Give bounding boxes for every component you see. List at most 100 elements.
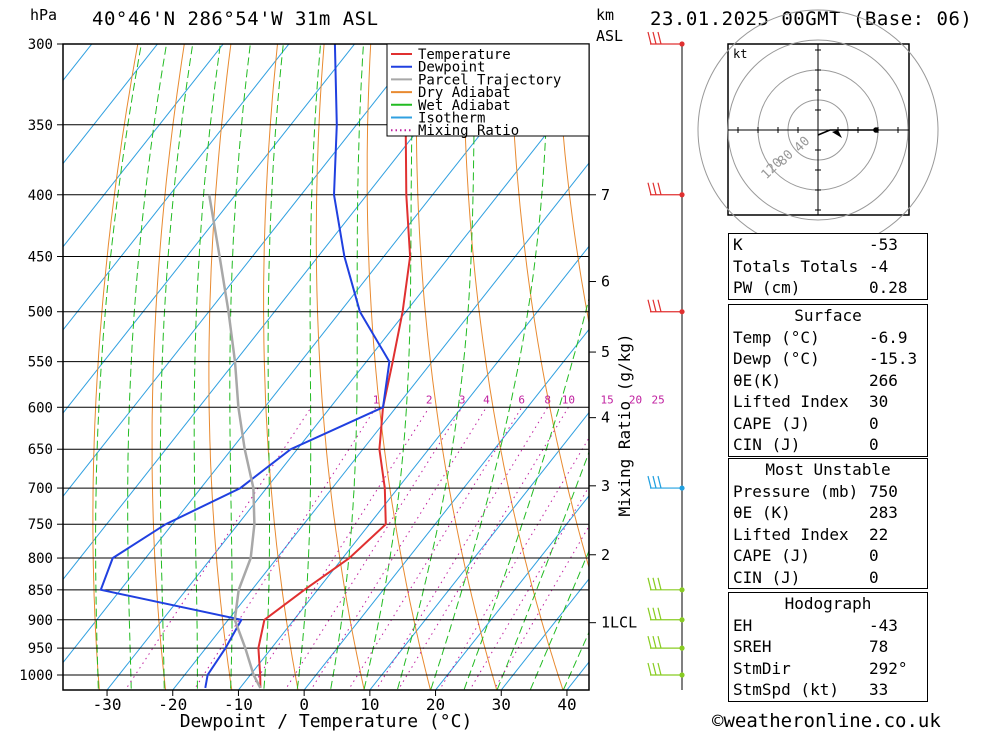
km-tick-label: 6 [601, 273, 610, 291]
index-label: PW (cm) [733, 278, 801, 297]
index-label: CIN (J) [733, 567, 801, 587]
index-value: 750 [869, 481, 898, 501]
legend-label: Parcel Trajectory [418, 72, 561, 88]
isotherm-line [63, 44, 290, 331]
mixing-ratio-line [347, 407, 523, 690]
mixing-ratio-tick-label: 4 [483, 393, 490, 406]
km-tick-label: 5 [601, 343, 610, 361]
mixing-ratio-line [193, 407, 377, 690]
y-tick-label: 500 [28, 305, 53, 321]
index-label: CAPE (J) [733, 413, 811, 433]
wind-barb-flag [647, 577, 652, 590]
index-row: CIN (J) 0 [729, 567, 927, 589]
index-row: CAPE (J) 0 [729, 413, 927, 435]
dry-adiabat-line [366, 44, 431, 690]
wet-adiabat-line [396, 44, 476, 690]
x-tick-label: 0 [299, 695, 309, 714]
wet-adiabat-line [330, 44, 365, 690]
index-label: StmDir [733, 658, 791, 678]
index-label: CIN (J) [733, 435, 801, 454]
hodograph-unit-label: kt [733, 47, 747, 61]
index-label: Lifted Index [733, 392, 849, 411]
index-value: 30 [869, 392, 889, 411]
wind-barb-flag [647, 475, 652, 489]
location-label: 40°46'N 286°54'W 31m ASL [92, 8, 379, 30]
legend-label: Dewpoint [418, 60, 485, 76]
index-row: Lifted Index 22 [729, 524, 927, 546]
index-row: Temp (°C) -6.9 [729, 327, 927, 349]
dry-adiabat-line [509, 44, 589, 570]
mixing-ratio-line [375, 407, 549, 690]
index-value: -4 [869, 256, 889, 276]
wet-adiabat-line [296, 44, 322, 690]
wind-barb-flag [652, 475, 657, 489]
y-tick-label: 750 [28, 517, 53, 533]
wind-barb-flag [657, 182, 662, 195]
isotherm-line [63, 44, 421, 498]
wind-barb-flag [652, 635, 657, 649]
y-tick-label: 1000 [19, 668, 53, 684]
pressure-axis: 300 350 400 450 500 550 600 650 700 750 800 850 900 9… [19, 37, 63, 684]
dewpoint-profile [99, 44, 391, 689]
temperature-profile [257, 44, 428, 688]
wind-barb-flag [652, 182, 657, 195]
index-value: 0 [869, 435, 879, 454]
y-tick-label: 450 [28, 250, 53, 266]
index-row: PW (cm) 0.28 [729, 277, 927, 299]
wet-adiabat-line [496, 450, 589, 690]
index-value: 283 [869, 503, 898, 522]
km-tick-label: 2 [601, 546, 610, 564]
x-tick-label: -20 [158, 695, 187, 714]
index-label: CAPE (J) [733, 546, 811, 565]
index-row: CIN (J) 0 [729, 434, 927, 456]
index-label: EH [733, 615, 753, 635]
dry-adiabat-line [151, 44, 185, 690]
legend-label: Dry Adiabat [418, 85, 511, 101]
y-tick-label: 850 [28, 583, 53, 599]
wet-adiabat-line [229, 44, 251, 690]
index-value: 292° [869, 658, 908, 678]
isotherm-line [106, 79, 589, 690]
y-tick-label: 400 [28, 188, 53, 204]
km-tick-label: 1LCL [601, 614, 637, 632]
surface-box: Surface Temp (°C) -6.9 Dewp (°C) -15.3 θE(K)… [728, 304, 928, 457]
y-tick-label: 800 [28, 551, 53, 567]
dry-adiabat-line [415, 44, 498, 690]
index-value: 266 [869, 370, 898, 390]
wet-adiabat-line [193, 44, 221, 690]
dry-adiabat-line [208, 44, 233, 690]
wind-barb-flag [647, 182, 652, 195]
wind-barb-flag [657, 299, 662, 312]
dry-adiabat-line [92, 44, 139, 690]
background-lines [63, 26, 1000, 700]
km-tick-label: 4 [601, 409, 610, 427]
wet-adiabat-line [127, 44, 168, 690]
index-label: SREH [733, 637, 772, 656]
wind-barb-flag [657, 635, 662, 649]
index-label: Pressure (mb) [733, 481, 859, 501]
index-value: 0 [869, 567, 879, 587]
y-tick-label: 950 [28, 641, 53, 657]
wind-barb-flag [647, 299, 652, 312]
wind-barb-flag [657, 607, 662, 620]
index-label: Lifted Index [733, 524, 849, 544]
index-value: -15.3 [869, 349, 918, 368]
index-row: θE(K) 266 [729, 370, 927, 392]
most-unstable-box: Most Unstable Pressure (mb) 750 θE (K) 283 L… [728, 458, 928, 589]
isotherm-line [369, 411, 589, 690]
x-tick-label: -30 [93, 695, 122, 714]
dry-adiabat-line [556, 44, 589, 326]
wind-barb-flag [657, 31, 662, 45]
x-tick-label: 40 [557, 695, 576, 714]
dry-adiabat-line [315, 44, 365, 690]
isotherm-line [500, 578, 589, 690]
hodograph-trace [817, 129, 876, 136]
mixing-ratio-tick-label: 15 [600, 393, 613, 406]
mixing-ratio-line [284, 407, 463, 690]
wind-barb-flag [652, 299, 657, 312]
wind-barb-flag [657, 475, 662, 489]
dry-adiabat-line [925, 26, 1000, 700]
profile-lines [99, 44, 428, 689]
y-tick-label: 600 [28, 400, 53, 416]
